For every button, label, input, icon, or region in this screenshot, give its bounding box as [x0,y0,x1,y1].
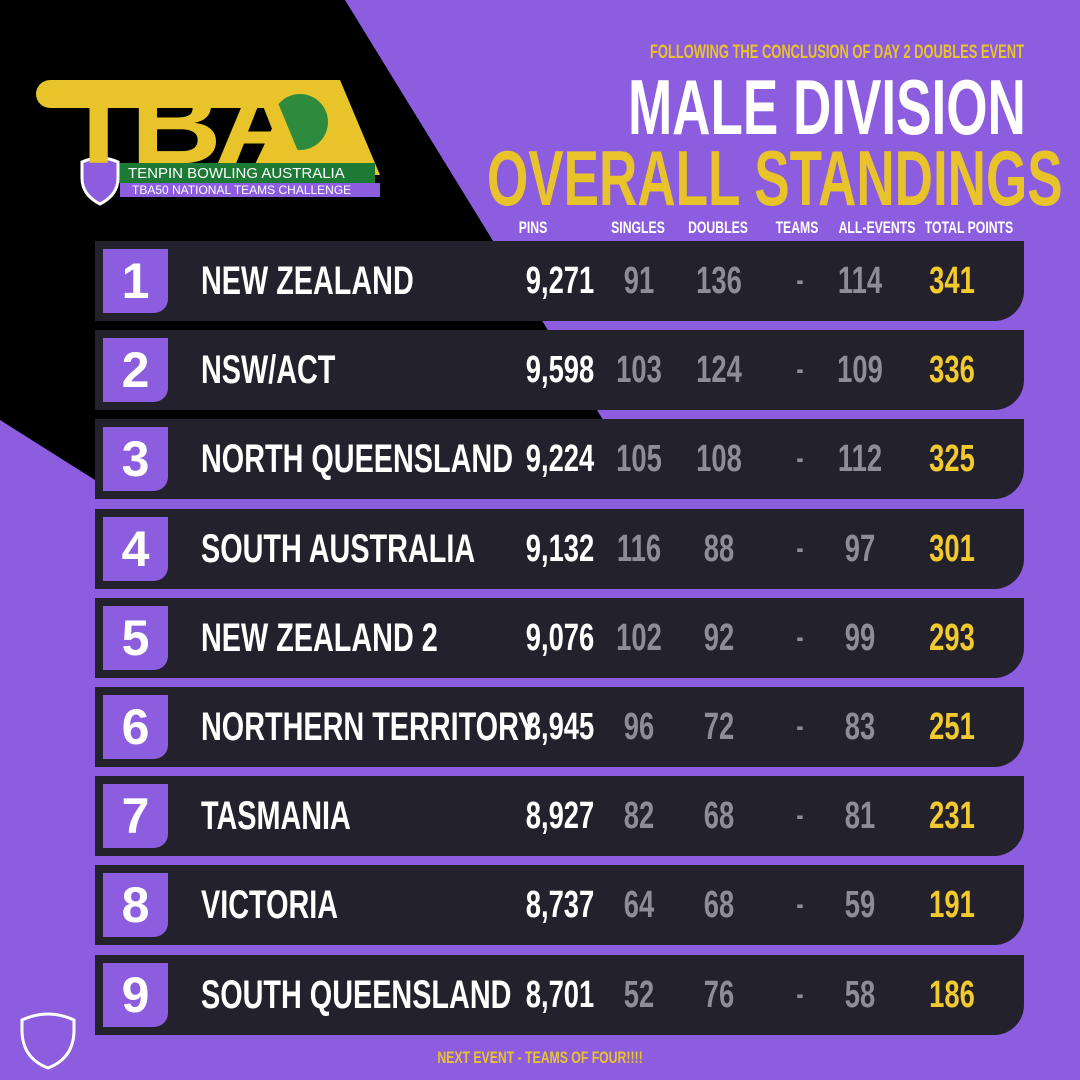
table-cell: 301 [929,527,975,570]
table-cell: 112 [837,438,883,481]
rank: 1 [103,249,168,313]
team-name: NSW/ACT [201,348,336,393]
rank: 4 [103,516,168,581]
subtitle: FOLLOWING THE CONCLUSION OF DAY 2 DOUBLE… [650,42,1024,63]
team-name: NEW ZEALAND [201,259,414,303]
table-cell: 8,701 [525,973,595,1016]
table-cell: 102 [616,616,662,659]
column-header: DOUBLES [688,218,748,237]
table-cell: 96 [623,706,655,748]
table-cell: 68 [703,884,735,927]
column-header: TOTAL POINTS [924,218,1014,237]
team-name: VICTORIA [201,883,339,928]
team-name: TASMANIA [201,794,351,839]
table-cell: - [796,977,804,1011]
table-cell: 9,271 [525,260,595,302]
table-cell: 136 [696,260,742,302]
table-cell: - [796,353,804,387]
title2: OVERALL STANDINGS [487,134,1063,222]
table-cell: 103 [616,349,662,392]
team-name: SOUTH QUEENSLAND [201,972,512,1017]
table-cell: 325 [929,438,975,481]
table-cell: - [796,620,804,654]
logo-mark: TBA [60,64,306,187]
rank: 3 [103,427,168,492]
logo-name: TENPIN BOWLING AUSTRALIA [128,165,345,182]
rank: 9 [103,962,168,1027]
table-cell: - [796,531,804,565]
table-cell: 336 [929,349,975,392]
column-header: ALL-EVENTS [838,218,916,237]
table-cell: 109 [837,349,883,392]
table-cell: 124 [696,349,742,392]
table-cell: 91 [623,260,655,302]
table-cell: 9,224 [525,438,595,481]
table-cell: 8,945 [525,706,595,748]
table-cell: 105 [616,438,662,481]
table-cell: 76 [703,973,735,1016]
title: MALE DIVISION [628,63,1026,151]
table-row: 4 SOUTH AUSTRALIA 9,132 116 88 - 97 301 [95,508,1024,589]
table-row: 1 NEW ZEALAND 9,271 91 136 -114 341 [95,241,1024,321]
table-row: 2 NSW/ACT 9,598 103 124 -109 336 [95,330,1024,411]
table-cell: 81 [844,795,876,838]
table-cell: 191 [929,884,975,927]
table-cell: 8,927 [525,795,595,838]
logo-event: TBA50 NATIONAL TEAMS CHALLENGE [132,183,352,197]
table-row: 6 NORTHERN TERRITORY 8,945 96 72 - 83 251 [95,687,1024,767]
table-cell: 9,598 [525,349,595,392]
table-cell: 68 [703,795,735,838]
table-cell: 58 [844,973,876,1016]
table-cell: - [796,710,804,743]
table-cell: 116 [616,527,662,570]
table-cell: 59 [844,884,876,927]
team-name: SOUTH AUSTRALIA [201,526,476,571]
footer: NEXT EVENT - TEAMS OF FOUR!!!! [437,1048,643,1067]
rank: 8 [103,873,168,938]
table-cell: 114 [837,260,883,302]
table-cell: 92 [703,616,735,659]
team-name: NORTH QUEENSLAND [201,437,514,482]
rank: 5 [103,605,168,670]
table-cell: 9,076 [525,616,595,659]
table-row: 5 NEW ZEALAND 2 9,076 102 92 - 99 293 [95,597,1024,678]
column-header: PINS [518,218,548,237]
table-cell: 186 [929,973,975,1016]
table-row: 9 SOUTH QUEENSLAND 8,701 52 76 - 58 186 [95,954,1024,1035]
table-cell: 99 [844,616,876,659]
table-cell: 9,132 [525,527,595,570]
table-row: 3 NORTH QUEENSLAND 9,224 105 108 -112 325 [95,419,1024,500]
table-cell: 231 [929,795,975,838]
table-cell: - [796,888,804,922]
table-cell: 88 [703,527,735,570]
table-cell: 64 [623,884,655,927]
team-name: NORTHERN TERRITORY [201,705,538,749]
table-cell: 341 [929,260,975,302]
table-cell: 293 [929,616,975,659]
table-cell: 72 [703,706,735,748]
table-cell: - [796,264,804,297]
table-cell: - [796,442,804,476]
table-cell: - [796,799,804,833]
table-cell: 8,737 [525,884,595,927]
team-name: NEW ZEALAND 2 [201,615,438,660]
column-header: TEAMS [775,218,819,237]
rank: 2 [103,338,168,403]
column-header: SINGLES [611,218,665,237]
table-cell: 83 [844,706,876,748]
table-row: 8 VICTORIA 8,737 64 68 - 59 191 [95,865,1024,946]
table-cell: 52 [623,973,655,1016]
table-cell: 97 [844,527,876,570]
rank: 7 [103,784,168,849]
table-cell: 82 [623,795,655,838]
table-row: 7 TASMANIA 8,927 82 68 - 81 231 [95,776,1024,857]
table-cell: 108 [696,438,742,481]
table-cell: 251 [929,706,975,748]
rank: 6 [103,695,168,759]
